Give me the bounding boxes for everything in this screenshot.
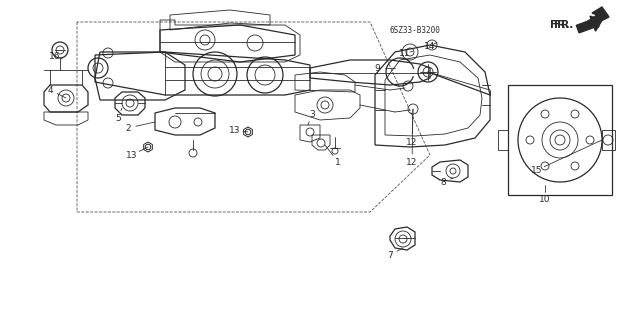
Text: 8: 8 xyxy=(440,178,446,187)
Polygon shape xyxy=(576,16,602,33)
Text: 2: 2 xyxy=(125,124,131,132)
Text: 6SZ33-B3200: 6SZ33-B3200 xyxy=(390,26,441,35)
Text: 14: 14 xyxy=(424,42,436,51)
Bar xyxy=(508,85,612,195)
Text: 9: 9 xyxy=(374,63,380,73)
Text: FR.: FR. xyxy=(550,20,569,30)
Text: 15: 15 xyxy=(531,165,543,174)
Text: 5: 5 xyxy=(115,114,121,123)
Text: 4: 4 xyxy=(47,85,53,94)
Text: 11: 11 xyxy=(399,49,411,58)
Text: 16: 16 xyxy=(49,52,61,60)
Text: 12: 12 xyxy=(406,157,418,166)
Text: 13: 13 xyxy=(229,125,241,134)
Text: 10: 10 xyxy=(540,196,551,204)
Text: 7: 7 xyxy=(387,251,393,260)
Polygon shape xyxy=(579,7,609,27)
Text: 1: 1 xyxy=(335,157,341,166)
Text: 12: 12 xyxy=(406,138,418,147)
Text: 3: 3 xyxy=(309,109,315,118)
Text: 13: 13 xyxy=(126,150,138,159)
Text: FR.: FR. xyxy=(554,20,573,30)
